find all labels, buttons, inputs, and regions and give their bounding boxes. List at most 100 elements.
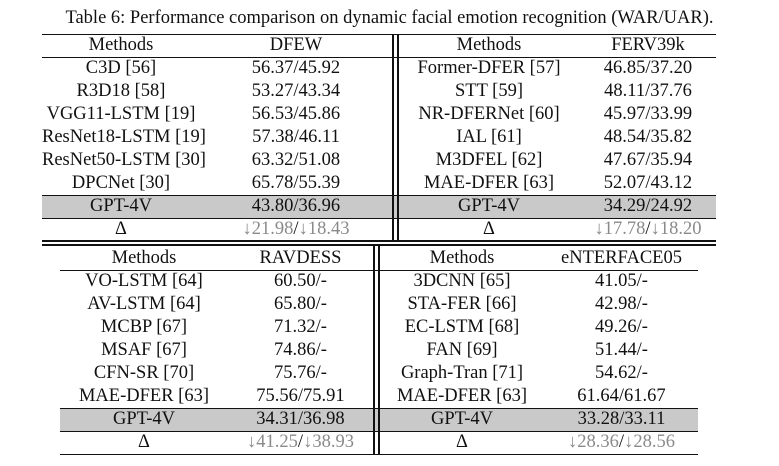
top-left-row-method: C3D [56] xyxy=(85,58,157,78)
rule-vertical-top-2 xyxy=(397,34,399,240)
top-right-row-method: NR-DFERNet [60] xyxy=(418,104,560,124)
delta-war: 28.36 xyxy=(577,432,619,452)
bottom-left-header-methods: Methods xyxy=(111,248,177,268)
top-right-delta-value: ↓17.78/↓18.20 xyxy=(580,218,716,241)
table-caption: Table 6: Performance comparison on dynam… xyxy=(65,8,714,28)
bottom-left-header-dataset: RAVDESS xyxy=(259,248,342,268)
delta-war: 41.25 xyxy=(256,432,298,452)
bottom-right-gpt-value: 33.28/33.11 xyxy=(577,409,666,429)
delta-uar: 38.93 xyxy=(312,432,354,452)
bottom-right-row-method: 3DCNN [65] xyxy=(413,271,511,291)
top-right-row-method: STT [59] xyxy=(454,81,523,101)
bottom-left-row-value: 75.76/- xyxy=(274,363,327,383)
rule-vertical-bottom-2 xyxy=(378,246,380,454)
bottom-left-row-method: MSAF [67] xyxy=(101,340,187,360)
top-left-row-value: 65.78/55.39 xyxy=(251,173,341,193)
top-left-header-methods: Methods xyxy=(88,35,154,55)
top-right-row-method: M3DFEL [62] xyxy=(435,150,543,170)
rule-section-divider-1 xyxy=(42,240,716,242)
bottom-right-row-value: 54.62/- xyxy=(595,363,648,383)
bottom-right-gpt-method: GPT-4V xyxy=(430,409,494,429)
delta-uar: 28.56 xyxy=(633,432,675,452)
delta-arrow-icon: ↓ xyxy=(303,432,313,452)
rule-top-delta-top xyxy=(42,218,716,220)
delta-uar: 18.20 xyxy=(659,219,702,239)
top-right-gpt-method: GPT-4V xyxy=(457,196,521,216)
bottom-left-delta-symbol: Δ xyxy=(138,432,150,452)
bottom-left-row-method: CFN-SR [70] xyxy=(93,363,195,383)
bottom-left-delta-value: ↓41.25/↓38.93 xyxy=(228,431,373,454)
delta-arrow-icon: ↓ xyxy=(242,219,252,239)
bottom-left-row-value: 75.56/75.91 xyxy=(256,386,345,406)
top-left-delta-value: ↓21.98/↓18.43 xyxy=(200,218,392,241)
top-right-row-value: 46.85/37.20 xyxy=(603,58,693,78)
delta-separator: / xyxy=(618,432,625,452)
top-right-row-value: 52.07/43.12 xyxy=(603,173,693,193)
top-left-row-value: 63.32/51.08 xyxy=(251,150,341,170)
top-left-row-method: VGG11-LSTM [19] xyxy=(46,104,196,124)
rule-bottom-end xyxy=(60,454,698,456)
delta-arrow-icon: ↓ xyxy=(568,432,578,452)
delta-arrow-icon: ↓ xyxy=(650,219,660,239)
bottom-left-row-value: 65.80/- xyxy=(274,294,327,314)
top-left-row-method: ResNet50-LSTM [30] xyxy=(42,150,206,170)
bottom-right-row-value: 61.64/61.67 xyxy=(577,386,666,406)
top-right-row-value: 47.67/35.94 xyxy=(603,150,693,170)
top-left-row-value: 56.37/45.92 xyxy=(251,58,341,78)
bottom-right-delta-value: ↓28.36/↓28.56 xyxy=(545,431,698,454)
bottom-right-header-methods: Methods xyxy=(429,248,495,268)
delta-separator: / xyxy=(297,432,304,452)
bottom-left-row-method: MCBP [67] xyxy=(100,317,188,337)
bottom-left-row-method: VO-LSTM [64] xyxy=(85,271,203,291)
top-right-row-value: 48.11/37.76 xyxy=(604,81,692,101)
top-right-delta-symbol: Δ xyxy=(483,219,495,239)
top-right-header-dataset: FERV39k xyxy=(611,35,685,55)
top-right-row-value: 45.97/33.99 xyxy=(603,104,693,124)
delta-war: 17.78 xyxy=(603,219,646,239)
rule-top-gpt-top xyxy=(42,195,716,197)
top-right-row-method: MAE-DFER [63] xyxy=(423,173,554,193)
top-right-header-methods: Methods xyxy=(456,35,522,55)
top-right-row-method: IAL [61] xyxy=(456,127,522,147)
bottom-left-row-value: 74.86/- xyxy=(274,340,327,360)
top-left-gpt-value: 43.80/36.96 xyxy=(251,196,341,216)
delta-uar: 18.43 xyxy=(307,219,350,239)
top-left-row-method: ResNet18-LSTM [19] xyxy=(42,127,206,147)
delta-war: 21.98 xyxy=(251,219,294,239)
rule-vertical-top-1 xyxy=(392,34,394,240)
delta-separator: / xyxy=(645,219,651,239)
top-left-gpt-method: GPT-4V xyxy=(89,196,153,216)
top-left-row-method: DPCNet [30] xyxy=(71,173,171,193)
bottom-left-gpt-value: 34.31/36.98 xyxy=(256,409,345,429)
bottom-right-row-value: 49.26/- xyxy=(595,317,648,337)
rule-section-divider-2 xyxy=(42,244,716,246)
top-left-row-value: 56.53/45.86 xyxy=(251,104,341,124)
top-left-header-dataset: DFEW xyxy=(269,35,323,55)
bottom-left-row-method: MAE-DFER [63] xyxy=(78,386,209,406)
bottom-left-row-method: AV-LSTM [64] xyxy=(87,294,201,314)
delta-arrow-icon: ↓ xyxy=(594,219,604,239)
rule-top-header-bottom xyxy=(42,57,716,59)
rule-top-header-top xyxy=(42,34,716,36)
top-left-row-value: 57.38/46.11 xyxy=(252,127,340,147)
top-right-row-value: 48.54/35.82 xyxy=(603,127,693,147)
bottom-right-row-method: FAN [69] xyxy=(426,340,498,360)
delta-arrow-icon: ↓ xyxy=(624,432,634,452)
bottom-right-row-value: 51.44/- xyxy=(595,340,648,360)
bottom-right-row-method: Graph-Tran [71] xyxy=(400,363,524,383)
top-right-row-method: Former-DFER [57] xyxy=(417,58,561,78)
top-right-gpt-value: 34.29/24.92 xyxy=(603,196,693,216)
bottom-left-row-value: 71.32/- xyxy=(274,317,327,337)
bottom-right-row-method: STA-FER [66] xyxy=(407,294,517,314)
bottom-right-row-value: 42.98/- xyxy=(595,294,648,314)
bottom-right-row-method: MAE-DFER [63] xyxy=(396,386,527,406)
bottom-left-row-value: 60.50/- xyxy=(274,271,327,291)
bottom-right-row-method: EC-LSTM [68] xyxy=(404,317,520,337)
rule-vertical-bottom-1 xyxy=(373,246,375,454)
delta-arrow-icon: ↓ xyxy=(298,219,308,239)
gpt-row-shade-top xyxy=(42,195,716,218)
bottom-right-header-dataset: eNTERFACE05 xyxy=(561,248,682,268)
top-left-delta-symbol: Δ xyxy=(115,219,127,239)
top-left-row-value: 53.27/43.34 xyxy=(251,81,341,101)
bottom-right-delta-symbol: Δ xyxy=(456,432,468,452)
